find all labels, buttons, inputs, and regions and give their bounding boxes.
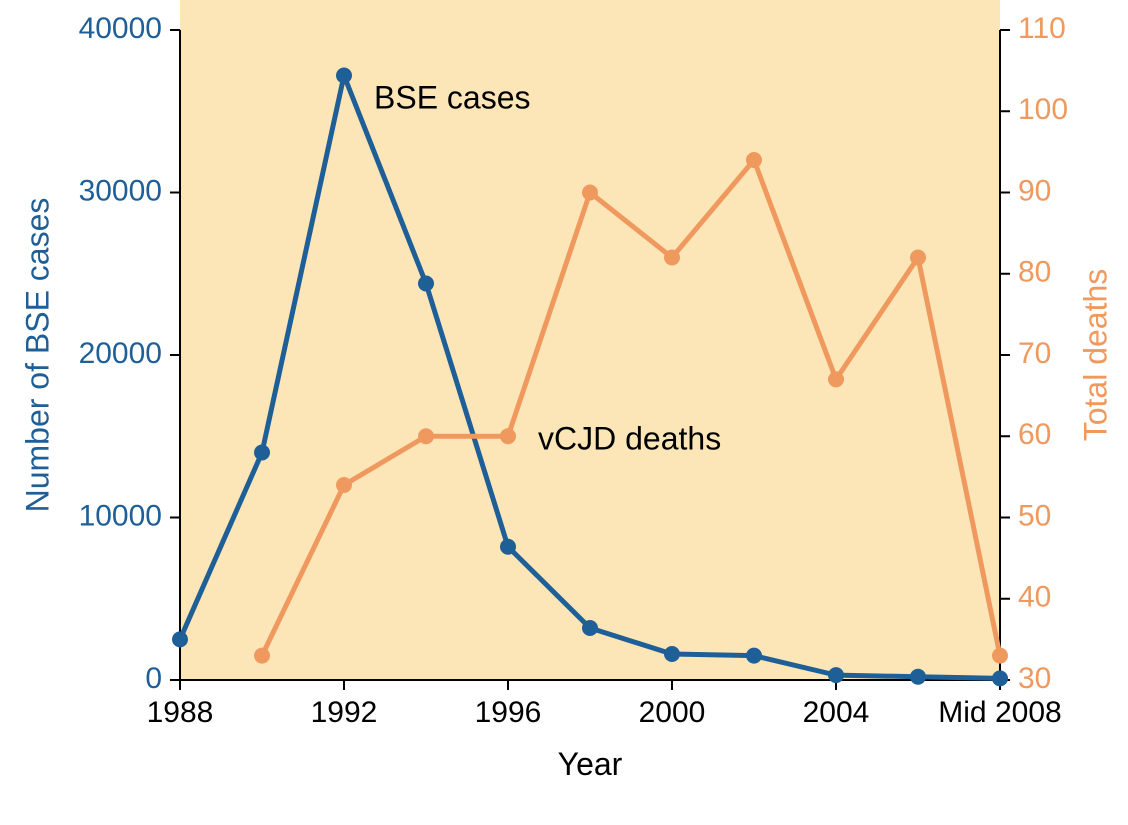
- series-marker-vcjd-deaths: [746, 152, 762, 168]
- series-marker-bse-cases: [254, 445, 270, 461]
- series-marker-bse-cases: [500, 539, 516, 555]
- series-marker-vcjd-deaths: [254, 648, 270, 664]
- series-label-vcjd-deaths: vCJD deaths: [538, 420, 721, 456]
- series-marker-bse-cases: [418, 276, 434, 292]
- y-right-tick-label: 60: [1018, 418, 1051, 451]
- y-left-tick-label: 10000: [79, 499, 162, 532]
- series-marker-vcjd-deaths: [910, 250, 926, 266]
- series-marker-vcjd-deaths: [500, 428, 516, 444]
- y-left-axis-label: Number of BSE cases: [19, 198, 55, 513]
- y-left-tick-label: 40000: [79, 12, 162, 45]
- series-marker-vcjd-deaths: [336, 477, 352, 493]
- series-marker-bse-cases: [910, 669, 926, 685]
- y-right-tick-label: 80: [1018, 256, 1051, 289]
- series-label-bse-cases: BSE cases: [374, 80, 531, 116]
- y-right-tick-label: 30: [1018, 662, 1051, 695]
- chart-svg: 0 10000 20000 30000 40000 Number of BSE cases…: [0, 0, 1128, 825]
- x-tick-label: 1988: [147, 696, 214, 729]
- x-axis-label: Year: [558, 746, 623, 782]
- y-left-tick-label: 30000: [79, 174, 162, 207]
- series-marker-vcjd-deaths: [992, 648, 1008, 664]
- x-tick-label: 2000: [639, 696, 706, 729]
- series-marker-bse-cases: [582, 620, 598, 636]
- y-left-tick-label: 0: [145, 662, 162, 695]
- x-tick-label: 1996: [475, 696, 542, 729]
- y-right-tick-label: 100: [1018, 93, 1068, 126]
- series-marker-bse-cases: [336, 68, 352, 84]
- y-right-axis-label: Total deaths: [1077, 269, 1113, 442]
- dual-axis-line-chart: 0 10000 20000 30000 40000 Number of BSE cases…: [0, 0, 1128, 825]
- series-marker-bse-cases: [828, 667, 844, 683]
- y-right-tick-label: 70: [1018, 337, 1051, 370]
- y-right-tick-label: 90: [1018, 174, 1051, 207]
- y-right-tick-label: 40: [1018, 581, 1051, 614]
- series-marker-bse-cases: [746, 648, 762, 664]
- series-marker-vcjd-deaths: [418, 428, 434, 444]
- series-marker-vcjd-deaths: [828, 371, 844, 387]
- x-tick-label: 2004: [803, 696, 870, 729]
- y-right-tick-label: 50: [1018, 499, 1051, 532]
- y-left-tick-label: 20000: [79, 337, 162, 370]
- x-tick-label: Mid 2008: [938, 696, 1061, 729]
- plot-background: [180, 0, 1000, 680]
- series-marker-bse-cases: [172, 631, 188, 647]
- y-right-tick-label: 110: [1018, 12, 1066, 45]
- series-marker-bse-cases: [992, 670, 1008, 686]
- x-tick-label: 1992: [311, 696, 378, 729]
- series-marker-bse-cases: [664, 646, 680, 662]
- series-marker-vcjd-deaths: [664, 250, 680, 266]
- series-marker-vcjd-deaths: [582, 185, 598, 201]
